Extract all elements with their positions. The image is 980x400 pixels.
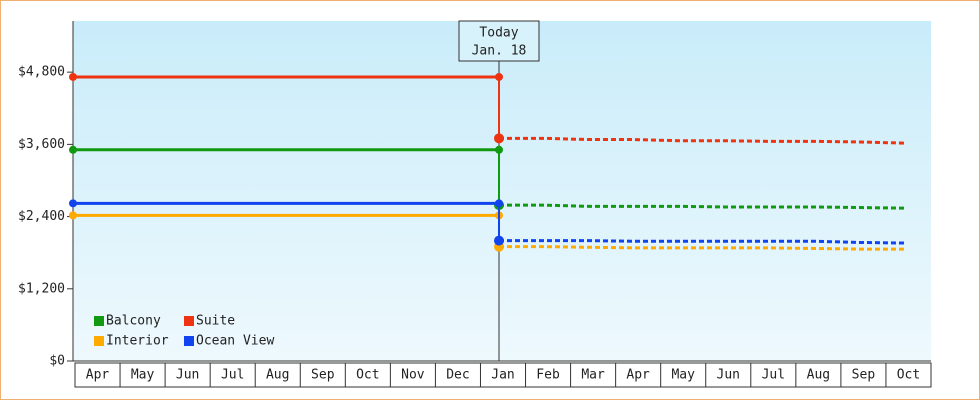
x-tick-label: May xyxy=(131,368,155,383)
x-tick-label: Apr xyxy=(626,368,650,383)
point xyxy=(494,235,504,246)
legend-swatch xyxy=(94,316,104,326)
legend-swatch xyxy=(184,336,194,346)
x-tick-label: Feb xyxy=(536,368,560,383)
x-tick-label: Jul xyxy=(762,368,785,383)
forecast-line xyxy=(499,136,905,145)
forecast-line xyxy=(499,245,905,251)
today-label: Today xyxy=(479,26,518,41)
legend-swatch xyxy=(184,316,194,326)
forecast-line xyxy=(499,239,905,245)
x-axis-band xyxy=(74,362,932,388)
point xyxy=(69,199,77,208)
x-tick-label: Oct xyxy=(897,368,920,383)
point xyxy=(495,72,503,81)
point xyxy=(69,72,77,81)
x-tick-label: Oct xyxy=(356,368,379,383)
y-tick-label: $4,800 xyxy=(18,65,65,80)
x-tick-label: Jan xyxy=(491,368,514,383)
x-tick-label: Mar xyxy=(581,368,605,383)
legend-label: Suite xyxy=(196,314,235,329)
point xyxy=(495,145,503,154)
today-box xyxy=(458,20,540,62)
x-tick-label: Sep xyxy=(311,368,335,383)
plot-area xyxy=(73,21,931,361)
y-tick-label: $1,200 xyxy=(18,281,65,296)
x-tick-label: Aug xyxy=(266,368,289,383)
x-tick-label: Jun xyxy=(717,368,740,383)
y-tick-label: $2,400 xyxy=(18,209,65,224)
legend-label: Ocean View xyxy=(196,334,274,349)
x-tick-label: Apr xyxy=(86,368,110,383)
point xyxy=(69,211,77,220)
y-tick-label: $3,600 xyxy=(18,137,65,152)
x-tick-label: Nov xyxy=(401,368,425,383)
x-tick-label: Dec xyxy=(446,368,469,383)
y-tick-label: $0 xyxy=(49,354,65,369)
point xyxy=(495,199,503,208)
legend-swatch xyxy=(94,336,104,346)
point xyxy=(69,145,77,154)
x-tick-label: Sep xyxy=(852,368,876,383)
x-tick-label: May xyxy=(671,368,695,383)
today-label: Jan. 18 xyxy=(472,44,527,59)
x-tick-label: Jul xyxy=(221,368,244,383)
point xyxy=(494,133,504,144)
forecast-line xyxy=(499,203,905,210)
legend-label: Balcony xyxy=(106,314,161,329)
legend-label: Interior xyxy=(106,334,169,349)
x-tick-label: Jun xyxy=(176,368,199,383)
x-tick-label: Aug xyxy=(807,368,830,383)
